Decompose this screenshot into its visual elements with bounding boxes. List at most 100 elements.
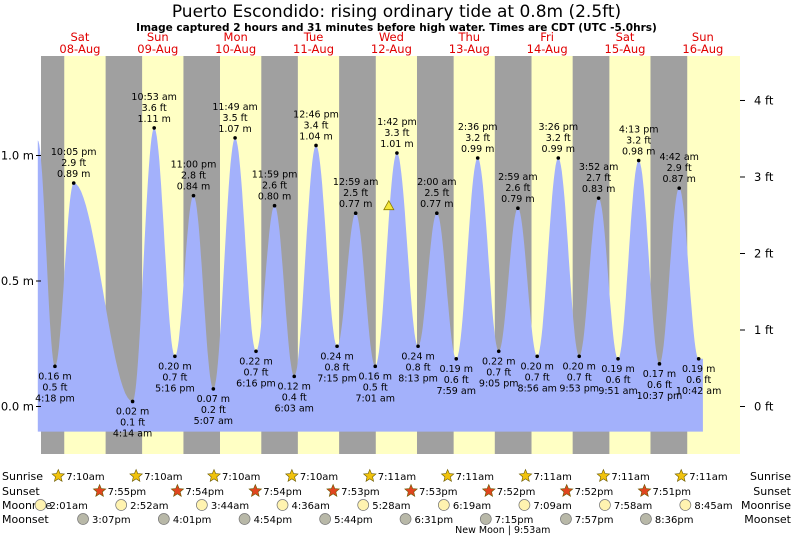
current-tide-marker (383, 199, 395, 211)
high-tide-time: 2:00 am (417, 177, 456, 188)
tide-curve-layer (37, 127, 703, 432)
sunset-icon (92, 483, 107, 497)
low-tide-point (130, 399, 135, 404)
low-tide-feet: 0.6 ft (647, 380, 672, 391)
high-tide-time: 12:46 pm (293, 109, 339, 120)
moonrise-time: 7:58am (614, 501, 652, 512)
low-tide-feet: 0.7 ft (567, 372, 592, 383)
day-weekday-label: Sat (616, 30, 635, 44)
high-tide-feet: 3.2 ft (465, 133, 490, 144)
low-tide-time: 7:01 am (356, 393, 395, 404)
sunrise-time: 7:11am (611, 472, 649, 483)
high-tide-time: 3:26 pm (538, 122, 578, 133)
high-tide-metres: 0.77 m (420, 199, 453, 210)
right-axis-tick-label: 3 ft (754, 170, 774, 184)
day-date-label: 11-Aug (293, 42, 334, 56)
low-tide-point (53, 364, 57, 369)
moonset-icon (399, 513, 412, 525)
sunrise-time: 7:10am (66, 472, 104, 483)
moonrise-icon (437, 499, 450, 511)
day-date-label: 14-Aug (527, 42, 568, 56)
low-tide-time: 7:15 pm (317, 373, 357, 384)
sunrise-icon (284, 468, 299, 482)
low-tide-metres: 0.12 m (278, 381, 311, 392)
low-tide-point (211, 387, 216, 391)
moonset-icon (319, 513, 331, 525)
low-tide-point (657, 362, 662, 366)
high-tide-time: 1:42 pm (377, 117, 417, 128)
sunrise-icon (440, 468, 455, 482)
sunrise-icon (51, 468, 66, 482)
sunset-icon (326, 483, 341, 497)
sunset-time: 7:54pm (263, 487, 302, 498)
low-tide-metres: 0.22 m (239, 356, 272, 367)
astro-row-label-moonrise-right: Moonrise (741, 499, 791, 512)
low-tide-time: 5:16 pm (155, 383, 195, 394)
low-tide-metres: 0.20 m (562, 361, 595, 372)
day-date-label: 09-Aug (137, 42, 178, 56)
high-tide-metres: 0.98 m (622, 147, 655, 158)
sunset-icon (404, 483, 418, 497)
low-tide-feet: 0.6 ft (444, 375, 469, 386)
astro-row-label-sunrise-right: Sunrise (750, 470, 791, 483)
high-tide-point (272, 203, 277, 208)
moonset-icon (77, 513, 89, 525)
sunrise-time: 7:11am (378, 472, 416, 483)
high-tide-metres: 0.89 m (57, 169, 90, 180)
high-tide-time: 2:59 am (498, 172, 537, 183)
high-tide-time: 11:00 pm (171, 160, 217, 171)
sunrise-icon (674, 468, 689, 482)
moonset-time: 7:15pm (495, 515, 534, 526)
low-tide-feet: 0.5 ft (363, 382, 388, 393)
high-tide-time: 12:59 am (333, 177, 378, 188)
moonset-time: 4:54pm (254, 515, 293, 526)
high-tide-feet: 2.6 ft (505, 183, 530, 194)
low-tide-feet: 0.8 ft (406, 362, 431, 373)
high-tide-feet: 2.8 ft (181, 171, 206, 182)
chart-subtitle: Image captured 2 hours and 31 minutes be… (136, 22, 657, 34)
moonset-time: 5:44pm (334, 515, 373, 526)
right-axis-tick-label: 1 ft (754, 323, 774, 337)
moonrise-icon (195, 499, 208, 511)
sunset-icon (559, 483, 574, 497)
sunset-time: 7:52pm (575, 487, 614, 498)
low-tide-time: 9:05 pm (479, 378, 519, 389)
high-tide-point (475, 156, 480, 160)
low-tide-time: 9:53 pm (559, 383, 599, 394)
low-tide-feet: 0.7 ft (486, 367, 511, 378)
astro-row-label-moonset: Moonset (2, 513, 49, 526)
astro-row-label-sunset-right: Sunset (753, 485, 791, 498)
moonrise-icon (518, 499, 531, 511)
moonrise-time: 4:36am (292, 501, 330, 512)
high-tide-feet: 3.5 ft (223, 113, 248, 124)
sunrise-icon (129, 468, 144, 482)
high-tide-metres: 1.11 m (137, 114, 170, 125)
moonrise-time: 6:19am (453, 501, 491, 512)
day-weekday-label: Sat (71, 30, 90, 44)
day-weekday-label: Fri (540, 30, 554, 44)
high-tide-metres: 0.80 m (258, 192, 291, 203)
high-tide-point (233, 136, 237, 140)
high-tide-feet: 3.4 ft (304, 120, 329, 131)
low-tide-feet: 0.1 ft (120, 417, 145, 428)
high-tide-feet: 2.9 ft (667, 163, 692, 174)
left-axis-tick-label: 0.0 m (1, 400, 34, 414)
current-tide-marker-layer (383, 199, 395, 211)
low-tide-feet: 0.8 ft (325, 362, 350, 373)
sunset-time: 7:54pm (185, 487, 224, 498)
right-axis-tick-label: 4 ft (754, 93, 774, 107)
low-tide-metres: 0.24 m (401, 351, 434, 362)
low-tide-point (454, 357, 459, 361)
day-date-label: 10-Aug (215, 42, 256, 56)
low-tide-point (616, 357, 620, 361)
low-tide-point (173, 354, 177, 359)
low-tide-time: 6:03 am (275, 403, 314, 414)
sunrise-icon (207, 468, 221, 482)
low-tide-time: 4:18 pm (35, 393, 75, 404)
low-tide-point (373, 364, 378, 369)
high-tide-metres: 1.04 m (299, 131, 332, 142)
moon-phase-text: New Moon | 9:53am (455, 525, 550, 536)
high-tide-time: 4:42 am (659, 152, 698, 163)
low-tide-time: 6:16 pm (236, 378, 276, 389)
